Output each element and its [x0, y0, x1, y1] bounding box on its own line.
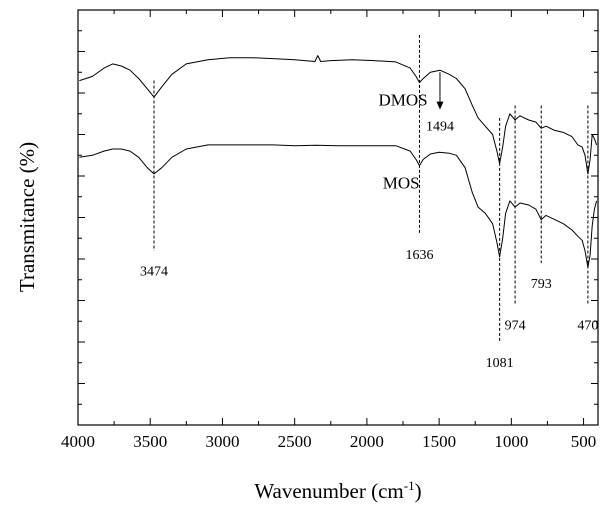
peak-label: 1636 [405, 248, 433, 263]
x-tick-labels: 4000 3500 3000 2500 2000 1500 1000 500 [61, 432, 596, 451]
peak-label: 470 [577, 319, 598, 334]
annotation-lines [153, 34, 589, 342]
x-axis-title-close: ) [415, 479, 422, 503]
y-axis-title: Transmitance (%) [15, 142, 39, 292]
peak-label: 1081 [486, 356, 514, 371]
peak-label: 1494 [426, 119, 454, 134]
series-label-dmos: DMOS [378, 90, 427, 109]
peak-label: 793 [531, 277, 552, 292]
x-tick-label: 500 [571, 432, 597, 451]
series-line-dmos [79, 55, 598, 175]
plot-frame [77, 9, 599, 426]
x-tick-label: 2500 [278, 432, 312, 451]
x-axis-title-text: Wavenumber (cm [254, 479, 403, 503]
peak-label: 974 [505, 319, 526, 334]
x-tick-label: 3500 [133, 432, 167, 451]
annotation-arrow-head [436, 101, 444, 110]
peak-label: 3474 [140, 265, 168, 280]
x-tick-label: 3000 [205, 432, 239, 451]
x-tick-label: 1500 [422, 432, 456, 451]
axis-ticks [77, 9, 598, 426]
x-tick-label: 1000 [494, 432, 528, 451]
series-labels: DMOS MOS [378, 90, 427, 192]
x-axis-title-superscript: -1 [404, 478, 415, 493]
series-curves [79, 55, 598, 268]
annotation-labels: 3474 1636 1494 1081 974 793 470 [140, 119, 598, 371]
x-axis-title: Wavenumber (cm-1) [254, 478, 421, 503]
series-label-mos: MOS [383, 173, 420, 192]
x-tick-label: 4000 [61, 432, 95, 451]
x-tick-label: 2000 [350, 432, 384, 451]
series-line-mos [79, 144, 598, 268]
